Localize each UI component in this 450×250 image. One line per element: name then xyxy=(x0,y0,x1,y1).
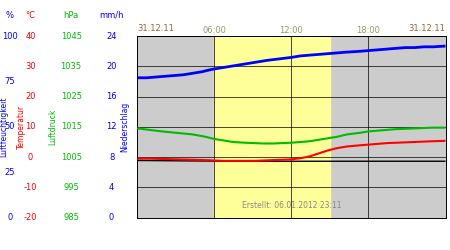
Text: 12: 12 xyxy=(106,122,117,132)
Text: 20: 20 xyxy=(106,62,117,71)
Text: 1025: 1025 xyxy=(61,92,81,101)
Text: 1005: 1005 xyxy=(61,152,81,162)
Text: 30: 30 xyxy=(25,62,36,71)
Text: 0: 0 xyxy=(7,213,13,222)
Text: 0: 0 xyxy=(28,152,33,162)
Text: 50: 50 xyxy=(4,122,15,132)
Text: 31.12.11: 31.12.11 xyxy=(137,24,174,32)
Text: hPa: hPa xyxy=(63,10,79,20)
Text: 8: 8 xyxy=(109,152,114,162)
Text: 24: 24 xyxy=(106,32,117,41)
Text: Erstellt: 06.01.2012 23:11: Erstellt: 06.01.2012 23:11 xyxy=(242,201,341,210)
Text: 16: 16 xyxy=(106,92,117,101)
Text: 100: 100 xyxy=(2,32,18,41)
Text: 75: 75 xyxy=(4,77,15,86)
Text: 4: 4 xyxy=(109,183,114,192)
Text: 0: 0 xyxy=(109,213,114,222)
Text: 1035: 1035 xyxy=(61,62,81,71)
Text: Niederschlag: Niederschlag xyxy=(121,102,130,152)
Bar xyxy=(214,36,330,218)
Text: °C: °C xyxy=(26,10,36,20)
Text: 995: 995 xyxy=(63,183,79,192)
Text: %: % xyxy=(6,10,14,20)
Text: 25: 25 xyxy=(4,168,15,177)
Text: -20: -20 xyxy=(24,213,37,222)
Text: mm/h: mm/h xyxy=(99,10,124,20)
Text: Temperatur: Temperatur xyxy=(17,105,26,149)
Text: 20: 20 xyxy=(25,92,36,101)
Text: 985: 985 xyxy=(63,213,79,222)
Text: Luftdruck: Luftdruck xyxy=(49,109,58,145)
Text: Luftfeuchtigkeit: Luftfeuchtigkeit xyxy=(0,96,8,157)
Text: 40: 40 xyxy=(25,32,36,41)
Text: 31.12.11: 31.12.11 xyxy=(409,24,446,32)
Text: 1045: 1045 xyxy=(61,32,81,41)
Text: 1015: 1015 xyxy=(61,122,81,132)
Text: 10: 10 xyxy=(25,122,36,132)
Text: -10: -10 xyxy=(24,183,37,192)
